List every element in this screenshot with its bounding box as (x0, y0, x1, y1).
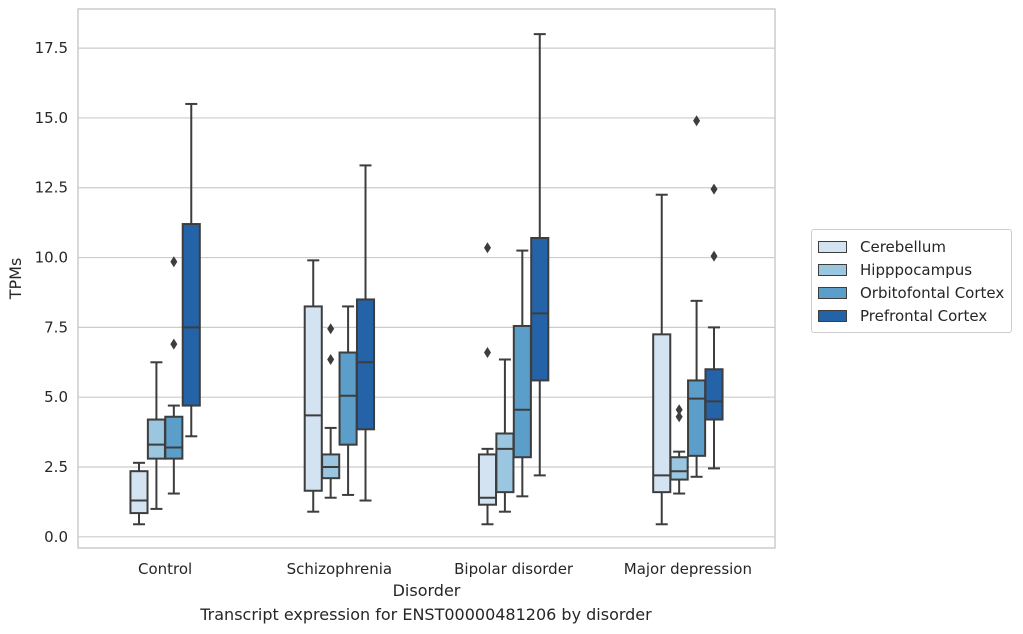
box-orbitofontal-cortex (687, 115, 707, 478)
box-iqr (652, 333, 672, 494)
box-orbitofontal-cortex (338, 305, 358, 496)
box-iqr (129, 470, 149, 515)
box-prefrontal-cortex (181, 102, 201, 438)
box-iqr (669, 456, 689, 481)
legend-swatch (818, 240, 847, 253)
outlier-point (483, 242, 491, 254)
box-prefrontal-cortex (355, 164, 376, 502)
y-tick-label: 17.5 (35, 39, 68, 57)
y-tick-label: 10.0 (35, 249, 68, 267)
box-orbitofontal-cortex (512, 249, 532, 498)
outlier-point (710, 183, 718, 195)
x-axis-label: Disorder (393, 581, 461, 600)
legend-label: Orbitofontal Cortex (860, 283, 1005, 302)
box-cerebellum (303, 259, 323, 513)
y-tick-label: 5.0 (44, 388, 68, 406)
x-tick-label: Control (138, 560, 192, 578)
box-iqr (530, 237, 550, 382)
box-cerebellum (129, 461, 149, 526)
box-iqr (164, 415, 184, 460)
y-tick-label: 2.5 (44, 458, 68, 476)
outlier-point (327, 353, 335, 365)
outlier-point (710, 250, 718, 262)
legend-item: Hipppocampus (812, 258, 1011, 281)
outlier-point (483, 347, 491, 359)
box-orbitofontal-cortex (164, 256, 184, 495)
y-tick-label: 7.5 (44, 318, 68, 336)
legend: Cerebellum Hipppocampus Orbitofontal Corte… (811, 229, 1012, 333)
box-iqr (181, 223, 201, 407)
legend-label: Hipppocampus (860, 260, 973, 279)
y-tick-label: 12.5 (35, 179, 68, 197)
box-cerebellum (652, 193, 672, 526)
outlier-point (327, 323, 335, 335)
box-cerebellum (477, 242, 498, 526)
y-tick-label: 15.0 (35, 109, 68, 127)
x-axis-tick-labels: Control Schizophrenia Bipolar disorder Majo… (138, 560, 752, 578)
legend-item: Cerebellum (812, 235, 1011, 258)
box-iqr (146, 418, 166, 460)
y-axis-label: TPMs (6, 258, 25, 301)
legend-item: Orbitofontal Cortex (812, 281, 1011, 304)
box-hipppocampus (321, 323, 341, 499)
legend-label: Prefrontal Cortex (860, 306, 988, 325)
box-prefrontal-cortex (704, 183, 724, 470)
box-iqr (687, 379, 707, 457)
legend-label: Cerebellum (860, 237, 946, 256)
y-tick-label: 0.0 (44, 528, 68, 546)
box-hipppocampus (669, 404, 689, 495)
plot-frame (77, 8, 776, 549)
legend-swatch (818, 263, 847, 276)
box-iqr (338, 351, 358, 446)
box-iqr (495, 432, 515, 494)
box-iqr (704, 368, 724, 421)
box-iqr (512, 324, 532, 459)
outlier-point (675, 411, 683, 423)
box-hipppocampus (146, 361, 166, 510)
box-prefrontal-cortex (530, 33, 550, 477)
x-tick-label: Schizophrenia (287, 560, 392, 578)
y-axis-tick-labels: 0.0 2.5 5.0 7.5 10.0 12.5 15.0 17.5 (35, 39, 68, 546)
legend-swatch (818, 286, 847, 299)
legend-swatch (818, 309, 847, 322)
box-iqr (355, 298, 376, 431)
box-plot-series (129, 33, 724, 526)
legend-item: Prefrontal Cortex (812, 304, 1011, 327)
box-iqr (303, 305, 323, 492)
outlier-point (675, 404, 683, 416)
chart-caption: Transcript expression for ENST0000048120… (200, 605, 652, 624)
outlier-point (170, 256, 178, 268)
outlier-point (693, 115, 701, 127)
x-tick-label: Bipolar disorder (454, 560, 574, 578)
box-hipppocampus (495, 358, 515, 513)
outlier-point (170, 338, 178, 350)
x-tick-label: Major depression (624, 560, 752, 578)
